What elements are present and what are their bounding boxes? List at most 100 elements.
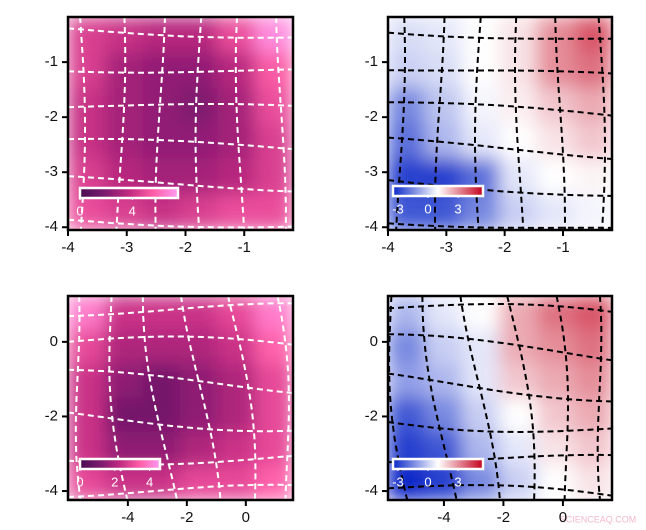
heatmap-cell xyxy=(574,158,612,195)
heatmap-cell xyxy=(499,465,538,500)
heatmap-cell xyxy=(105,123,144,160)
heatmap-cell xyxy=(180,87,219,124)
colorbar-tick-label: -3 xyxy=(392,201,404,216)
heatmap-cell xyxy=(180,431,219,467)
mesh-line xyxy=(276,296,290,500)
mesh-line xyxy=(68,483,293,499)
panel: -4 -3 -2 -1-4-3-2-10 4 xyxy=(45,15,295,256)
mesh-line xyxy=(227,296,257,500)
heatmap-cell xyxy=(574,123,612,160)
heatmap-cell xyxy=(574,52,612,89)
heatmap-cell xyxy=(536,158,576,195)
heatmap-cell xyxy=(388,296,426,331)
y-tick-label: -2 xyxy=(365,108,378,125)
mesh-line xyxy=(514,17,525,230)
heatmap-cell xyxy=(462,194,501,230)
y-tick-label: -1 xyxy=(365,53,378,70)
x-tick-label: -4 xyxy=(121,509,134,526)
mesh-line xyxy=(68,27,293,39)
heatmap-cell xyxy=(574,397,612,433)
mesh-overlay xyxy=(68,296,293,500)
heatmap-cell xyxy=(388,465,426,500)
y-tick-label: -4 xyxy=(365,482,378,499)
heatmap-cell xyxy=(499,194,538,230)
heatmap-cell xyxy=(255,17,293,53)
heatmap-cell xyxy=(255,123,293,160)
x-tick-label: 0 xyxy=(242,509,250,526)
heatmap-cell xyxy=(68,397,106,433)
mesh-line xyxy=(68,411,293,433)
mesh-line xyxy=(434,17,446,230)
x-tick-label: -1 xyxy=(238,239,251,256)
mesh-line xyxy=(597,17,606,230)
colorbar-tick-label: 0 xyxy=(424,201,431,216)
mesh-line xyxy=(388,333,612,362)
heatmap-cell xyxy=(536,194,576,230)
mesh-line xyxy=(388,484,612,497)
mesh-line xyxy=(388,372,612,403)
x-tick-label: -4 xyxy=(437,509,450,526)
heatmap-cell xyxy=(462,329,501,365)
mesh-line xyxy=(68,335,293,346)
mesh-line xyxy=(388,101,612,117)
mesh-overlay xyxy=(388,17,612,230)
panel: -4 -2 0 -4 -2 0 -3 0 3 xyxy=(365,294,614,526)
heatmap-cell xyxy=(574,329,612,365)
heatmap-cells xyxy=(388,17,612,230)
heatmap-cell xyxy=(255,158,293,195)
heatmap-cell xyxy=(499,431,538,467)
colorbar: 0 2 4 xyxy=(76,457,162,489)
colorbar-bar xyxy=(391,184,485,198)
mesh-line xyxy=(68,218,293,229)
y-tick-label: -4 xyxy=(45,482,58,499)
colorbar-tick-label: 3 xyxy=(454,201,461,216)
heatmap-cell xyxy=(68,17,106,53)
panel: -4 -3 -2 -1 -4 -3 -2 -1 -3 0 3 xyxy=(365,15,614,256)
heatmap-cell xyxy=(217,329,256,365)
x-tick-label: -3 xyxy=(120,239,133,256)
x-tick-label: -2 xyxy=(498,239,511,256)
heatmap-cell xyxy=(105,329,144,365)
y-tick-label: -2 xyxy=(45,108,58,125)
heatmap-cell xyxy=(388,87,426,124)
colorbar-tick-label: 0 xyxy=(76,474,83,489)
heatmap-cell xyxy=(388,363,426,399)
mesh-line xyxy=(68,103,293,109)
plot-frame xyxy=(66,294,295,502)
plot-frame xyxy=(386,294,614,502)
mesh-line xyxy=(68,68,293,74)
colorbar-bar xyxy=(391,457,485,471)
heatmap-cell xyxy=(68,194,106,230)
mesh-line xyxy=(388,421,612,434)
watermark: SCIENCEAQ.COM xyxy=(560,514,637,524)
y-tick-label: -3 xyxy=(45,163,58,180)
heatmap-cell xyxy=(536,363,576,399)
heatmap-cell xyxy=(536,123,576,160)
heatmap-cells xyxy=(68,296,293,500)
x-tick-label: -4 xyxy=(381,239,394,256)
heatmap-cell xyxy=(68,123,106,160)
mesh-line xyxy=(68,454,293,466)
heatmap-cell xyxy=(462,363,501,399)
heatmap xyxy=(68,17,293,230)
heatmap-cell xyxy=(217,363,256,399)
mesh-line xyxy=(68,137,293,151)
heatmap-cell xyxy=(536,329,576,365)
x-tick-label: -2 xyxy=(179,239,192,256)
mesh-line xyxy=(459,296,501,500)
heatmap-cell xyxy=(255,363,293,399)
heatmap-cell xyxy=(255,194,293,230)
colorbar-tick-label: 0 xyxy=(424,474,431,489)
colorbar-tick-label: 2 xyxy=(111,474,118,489)
heatmap-cell xyxy=(424,296,464,331)
mesh-line xyxy=(68,302,293,317)
mesh-line xyxy=(388,222,612,229)
mesh-line xyxy=(115,17,127,230)
heatmap-cell xyxy=(574,431,612,467)
colorbar: -3 0 3 xyxy=(391,457,485,489)
heatmap-cell xyxy=(217,296,256,331)
heatmap-cell xyxy=(574,17,612,53)
heatmap-cell xyxy=(574,194,612,230)
mesh-line xyxy=(388,453,612,464)
mesh-line xyxy=(554,17,567,230)
